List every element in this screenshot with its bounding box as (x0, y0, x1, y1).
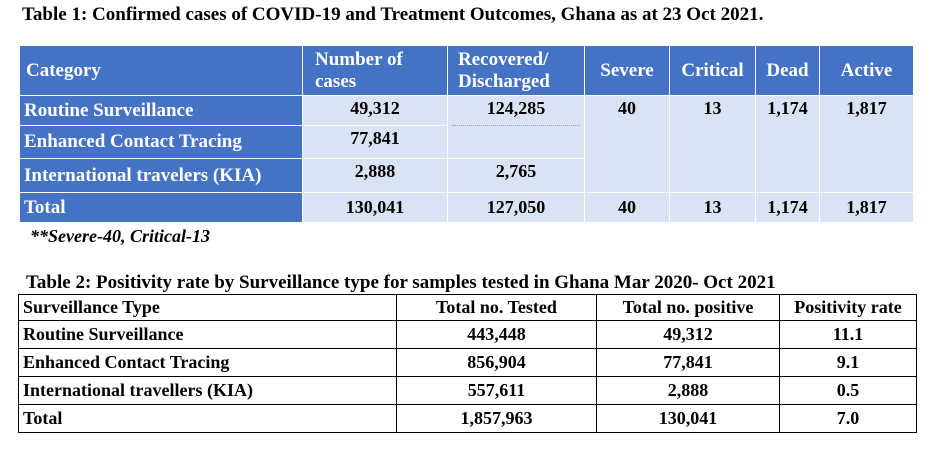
header-dead: Dead (756, 46, 819, 95)
table2-header-row: Surveillance Type Total no. Tested Total… (18, 294, 917, 321)
cell-routine-critical: 13 (670, 96, 755, 192)
row-label-total: Total (20, 193, 302, 222)
table2-cell-rate: 0.5 (779, 376, 917, 405)
table-row: International travellers (KIA) 557,611 2… (18, 376, 917, 405)
header-recovered-discharged: Recovered/ Discharged (448, 46, 584, 95)
table2-cell-type: Routine Surveillance (18, 320, 397, 349)
cell-routine-recovered: 124,285 (448, 96, 584, 158)
cell-routine-active: 1,817 (820, 96, 913, 192)
table2: Surveillance Type Total no. Tested Total… (18, 294, 917, 433)
recovered-dotted-divider (452, 125, 580, 126)
header-critical: Critical (670, 46, 755, 95)
table2-cell-rate: 11.1 (779, 320, 917, 349)
table-row: Total 1,857,963 130,041 7.0 (18, 404, 917, 433)
cell-total-dead: 1,174 (756, 193, 819, 222)
table2-header-total-tested: Total no. Tested (396, 294, 597, 321)
table2-cell-type: Enhanced Contact Tracing (18, 348, 397, 377)
row-label-enhanced-contact-tracing: Enhanced Contact Tracing (20, 126, 302, 158)
table2-title: Table 2: Positivity rate by Surveillance… (26, 272, 776, 293)
table2-cell-tested: 856,904 (396, 348, 597, 377)
table-row: Routine Surveillance 443,448 49,312 11.1 (18, 320, 917, 349)
table2-cell-type: Total (18, 404, 397, 433)
row-label-routine-surveillance: Routine Surveillance (20, 96, 302, 125)
table2-cell-rate: 9.1 (779, 348, 917, 377)
cell-total-active: 1,817 (820, 193, 913, 222)
row-label-international-travelers: International travelers (KIA) (20, 159, 302, 192)
cell-routine-severe: 40 (585, 96, 669, 192)
table2-cell-positive: 77,841 (596, 348, 780, 377)
table1: Category Number of cases Recovered/ Disc… (0, 0, 935, 225)
table2-header-positivity-rate: Positivity rate (779, 294, 917, 321)
header-severe: Severe (585, 46, 669, 95)
cell-routine-cases: 49,312 (303, 96, 447, 125)
table-row: Enhanced Contact Tracing 856,904 77,841 … (18, 348, 917, 377)
table2-cell-positive: 2,888 (596, 376, 780, 405)
cell-total-critical: 13 (670, 193, 755, 222)
footnote: **Severe-40, Critical-13 (30, 226, 210, 246)
header-category: Category (20, 46, 302, 95)
cell-total-severe: 40 (585, 193, 669, 222)
cell-international-recovered: 2,765 (448, 159, 584, 192)
cell-enhanced-cases: 77,841 (303, 126, 447, 158)
cell-international-cases: 2,888 (303, 159, 447, 192)
table2-cell-positive: 130,041 (596, 404, 780, 433)
header-active: Active (820, 46, 913, 95)
table2-cell-positive: 49,312 (596, 320, 780, 349)
table2-cell-tested: 1,857,963 (396, 404, 597, 433)
header-number-of-cases: Number of cases (303, 46, 447, 95)
cell-total-recovered: 127,050 (448, 193, 584, 222)
table2-header-surveillance-type: Surveillance Type (18, 294, 397, 321)
cell-routine-dead: 1,174 (756, 96, 819, 192)
table2-cell-rate: 7.0 (779, 404, 917, 433)
table1-title: Table 1: Confirmed cases of COVID-19 and… (22, 4, 764, 25)
table2-cell-type: International travellers (KIA) (18, 376, 397, 405)
table2-header-total-positive: Total no. positive (596, 294, 780, 321)
cell-total-cases: 130,041 (303, 193, 447, 222)
table2-cell-tested: 443,448 (396, 320, 597, 349)
table2-cell-tested: 557,611 (396, 376, 597, 405)
